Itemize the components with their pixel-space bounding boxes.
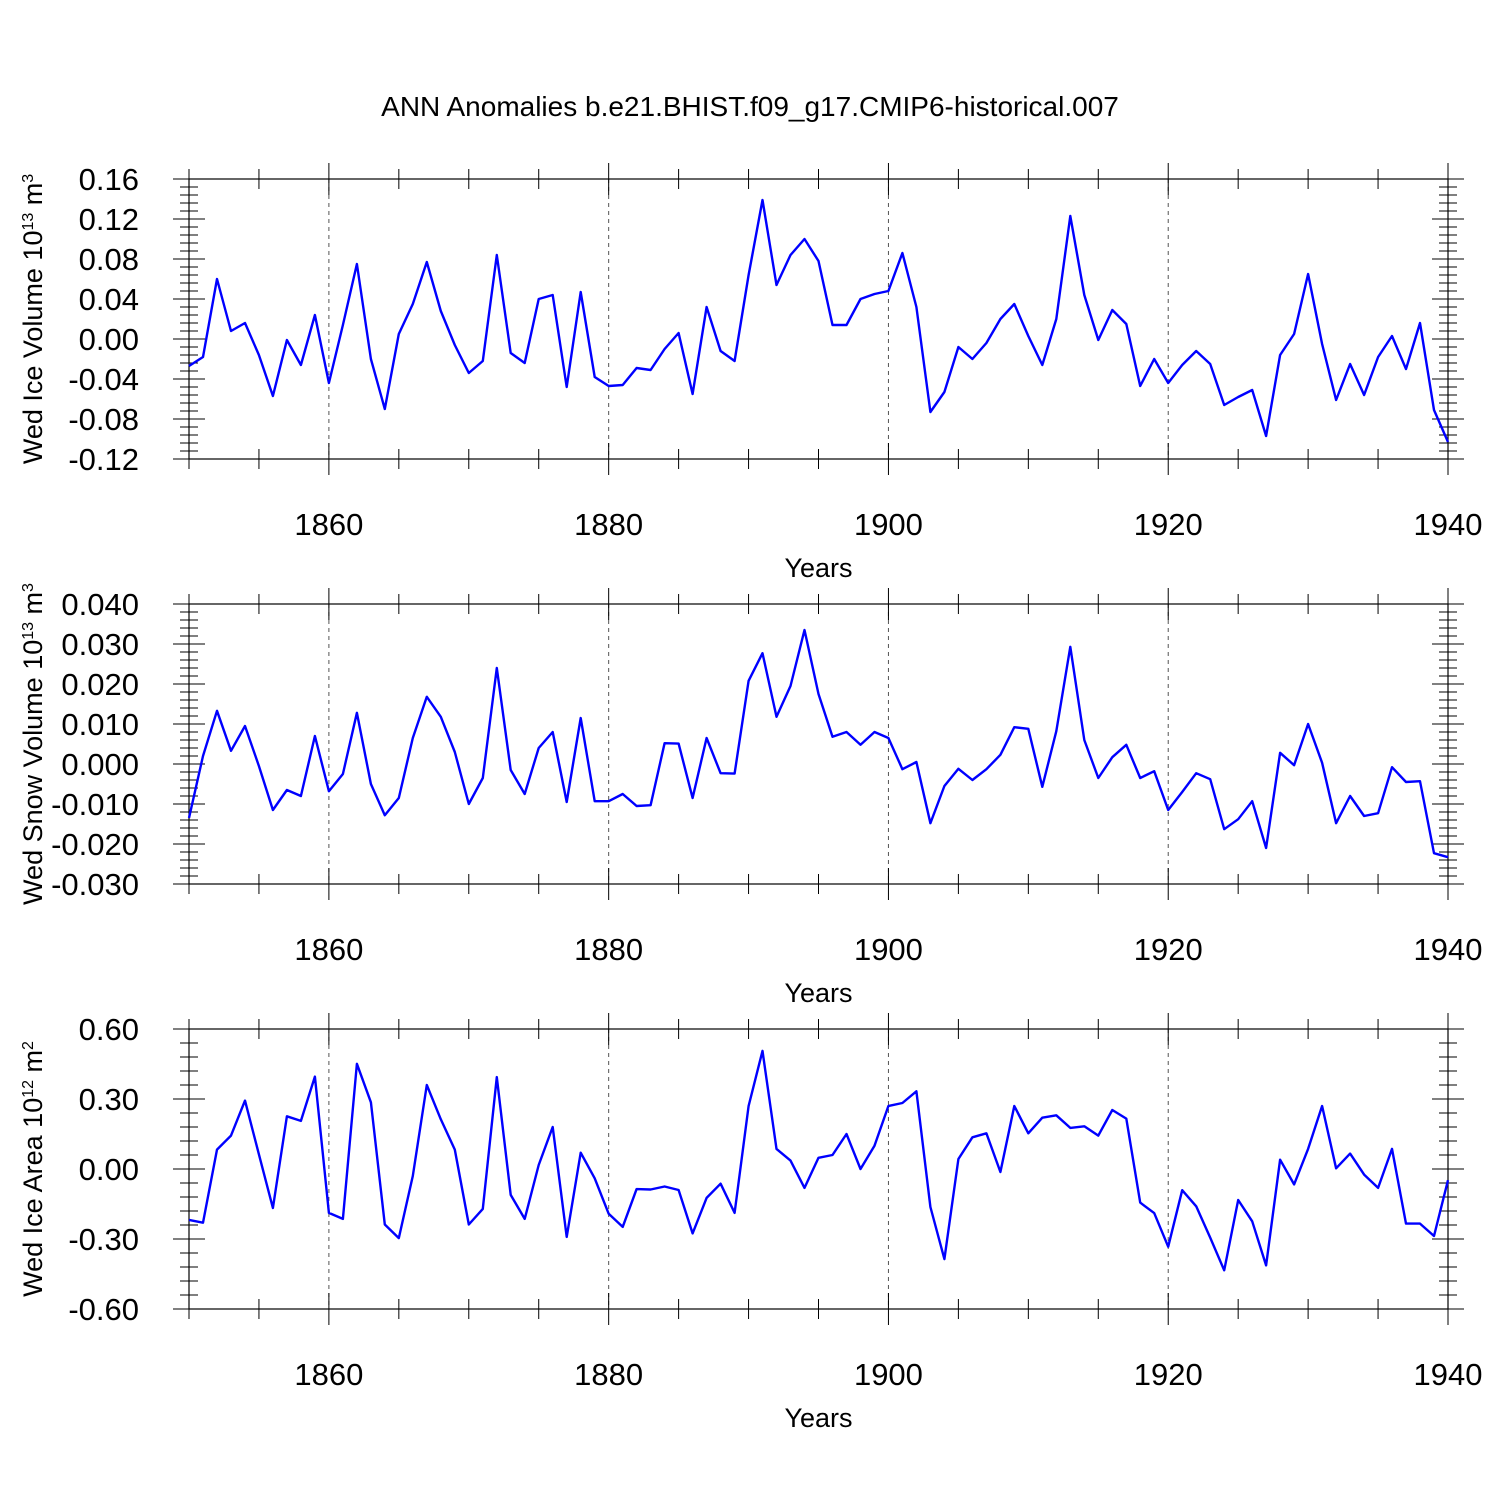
y-tick-label: -0.12 xyxy=(68,442,139,477)
y-axis-exponent: 3 xyxy=(20,174,37,183)
x-tick-label: 1920 xyxy=(1134,1357,1203,1392)
x-tick-label: 1940 xyxy=(1414,932,1483,967)
y-axis-exponent: 2 xyxy=(20,1041,37,1050)
x-tick-label: 1920 xyxy=(1134,932,1203,967)
x-tick-label: 1900 xyxy=(854,507,923,542)
y-axis-title-part: Wed Ice Volume 10 xyxy=(18,231,48,465)
x-tick-label: 1860 xyxy=(294,1357,363,1392)
y-tick-label: -0.04 xyxy=(68,362,139,397)
y-tick-label: 0.60 xyxy=(79,1012,139,1047)
y-tick-label: 0.08 xyxy=(79,242,139,277)
y-tick-label: 0.30 xyxy=(79,1082,139,1117)
y-axis-title-part: m xyxy=(18,183,48,213)
y-axis-exponent: 12 xyxy=(20,1080,37,1098)
x-axis-title: Years xyxy=(784,1403,852,1433)
y-tick-label: 0.010 xyxy=(61,707,139,742)
y-tick-label: 0.020 xyxy=(61,667,139,702)
panel-1: -0.12 -0.08 -0.04 0.00 0.04 0.08 0.12 0.16 1860 1… xyxy=(18,162,1482,583)
x-tick-label: 1940 xyxy=(1414,507,1483,542)
plot-frame xyxy=(188,178,1449,460)
y-tick-label: 0.00 xyxy=(79,322,139,357)
y-axis-exponent: 3 xyxy=(20,583,37,592)
y-tick-label: 0.00 xyxy=(79,1152,139,1187)
x-tick-label: 1880 xyxy=(574,932,643,967)
series-line-wed-ice-volume xyxy=(188,198,1450,443)
y-tick-label: 0.16 xyxy=(79,162,139,197)
y-tick-label: -0.30 xyxy=(68,1222,139,1257)
y-tick-label: -0.60 xyxy=(68,1292,139,1327)
y-axis-exponent: 13 xyxy=(20,213,37,231)
plot-frame xyxy=(188,1028,1449,1310)
series-line-wed-ice-area xyxy=(188,1049,1450,1272)
x-tick-label: 1900 xyxy=(854,1357,923,1392)
y-tick-label: 0.000 xyxy=(61,747,139,782)
x-tick-label: 1900 xyxy=(854,932,923,967)
y-axis-title-part: Wed Ice Area 10 xyxy=(18,1098,48,1297)
y-tick-label: 0.12 xyxy=(79,202,139,237)
y-tick-label: -0.020 xyxy=(51,827,139,862)
y-tick-label: 0.04 xyxy=(79,282,139,317)
y-axis-title-part: m xyxy=(18,592,48,622)
y-axis-title-part: m xyxy=(18,1050,48,1080)
y-axis-title: Wed Ice Volume 1013 m3 xyxy=(18,174,48,464)
y-tick-label: -0.030 xyxy=(51,867,139,902)
y-axis-title: Wed Ice Area 1012 m2 xyxy=(18,1041,48,1297)
y-axis-exponent: 13 xyxy=(20,622,37,640)
x-tick-label: 1860 xyxy=(294,507,363,542)
panel-2: -0.030 -0.020 -0.010 0.000 0.010 0.020 0.030 0.… xyxy=(18,583,1482,1008)
y-tick-label: -0.08 xyxy=(68,402,139,437)
panel-3: -0.60 -0.30 0.00 0.30 0.60 1860 1880 1900 1920 19… xyxy=(18,1012,1482,1433)
x-tick-label: 1880 xyxy=(574,507,643,542)
y-axis-title-part: Wed Snow Volume 10 xyxy=(18,640,48,905)
chart-title: ANN Anomalies b.e21.BHIST.f09_g17.CMIP6-… xyxy=(381,91,1119,122)
x-tick-label: 1920 xyxy=(1134,507,1203,542)
y-tick-label: -0.010 xyxy=(51,787,139,822)
x-axis-title: Years xyxy=(784,978,852,1008)
x-tick-label: 1860 xyxy=(294,932,363,967)
y-tick-label: 0.040 xyxy=(61,587,139,622)
x-tick-label: 1940 xyxy=(1414,1357,1483,1392)
plot-frame xyxy=(188,603,1449,885)
x-tick-label: 1880 xyxy=(574,1357,643,1392)
y-axis-title: Wed Snow Volume 1013 m3 xyxy=(18,583,48,905)
y-tick-label: 0.030 xyxy=(61,627,139,662)
series-line-wed-snow-volume xyxy=(187,628,1449,859)
x-axis-title: Years xyxy=(784,553,852,583)
